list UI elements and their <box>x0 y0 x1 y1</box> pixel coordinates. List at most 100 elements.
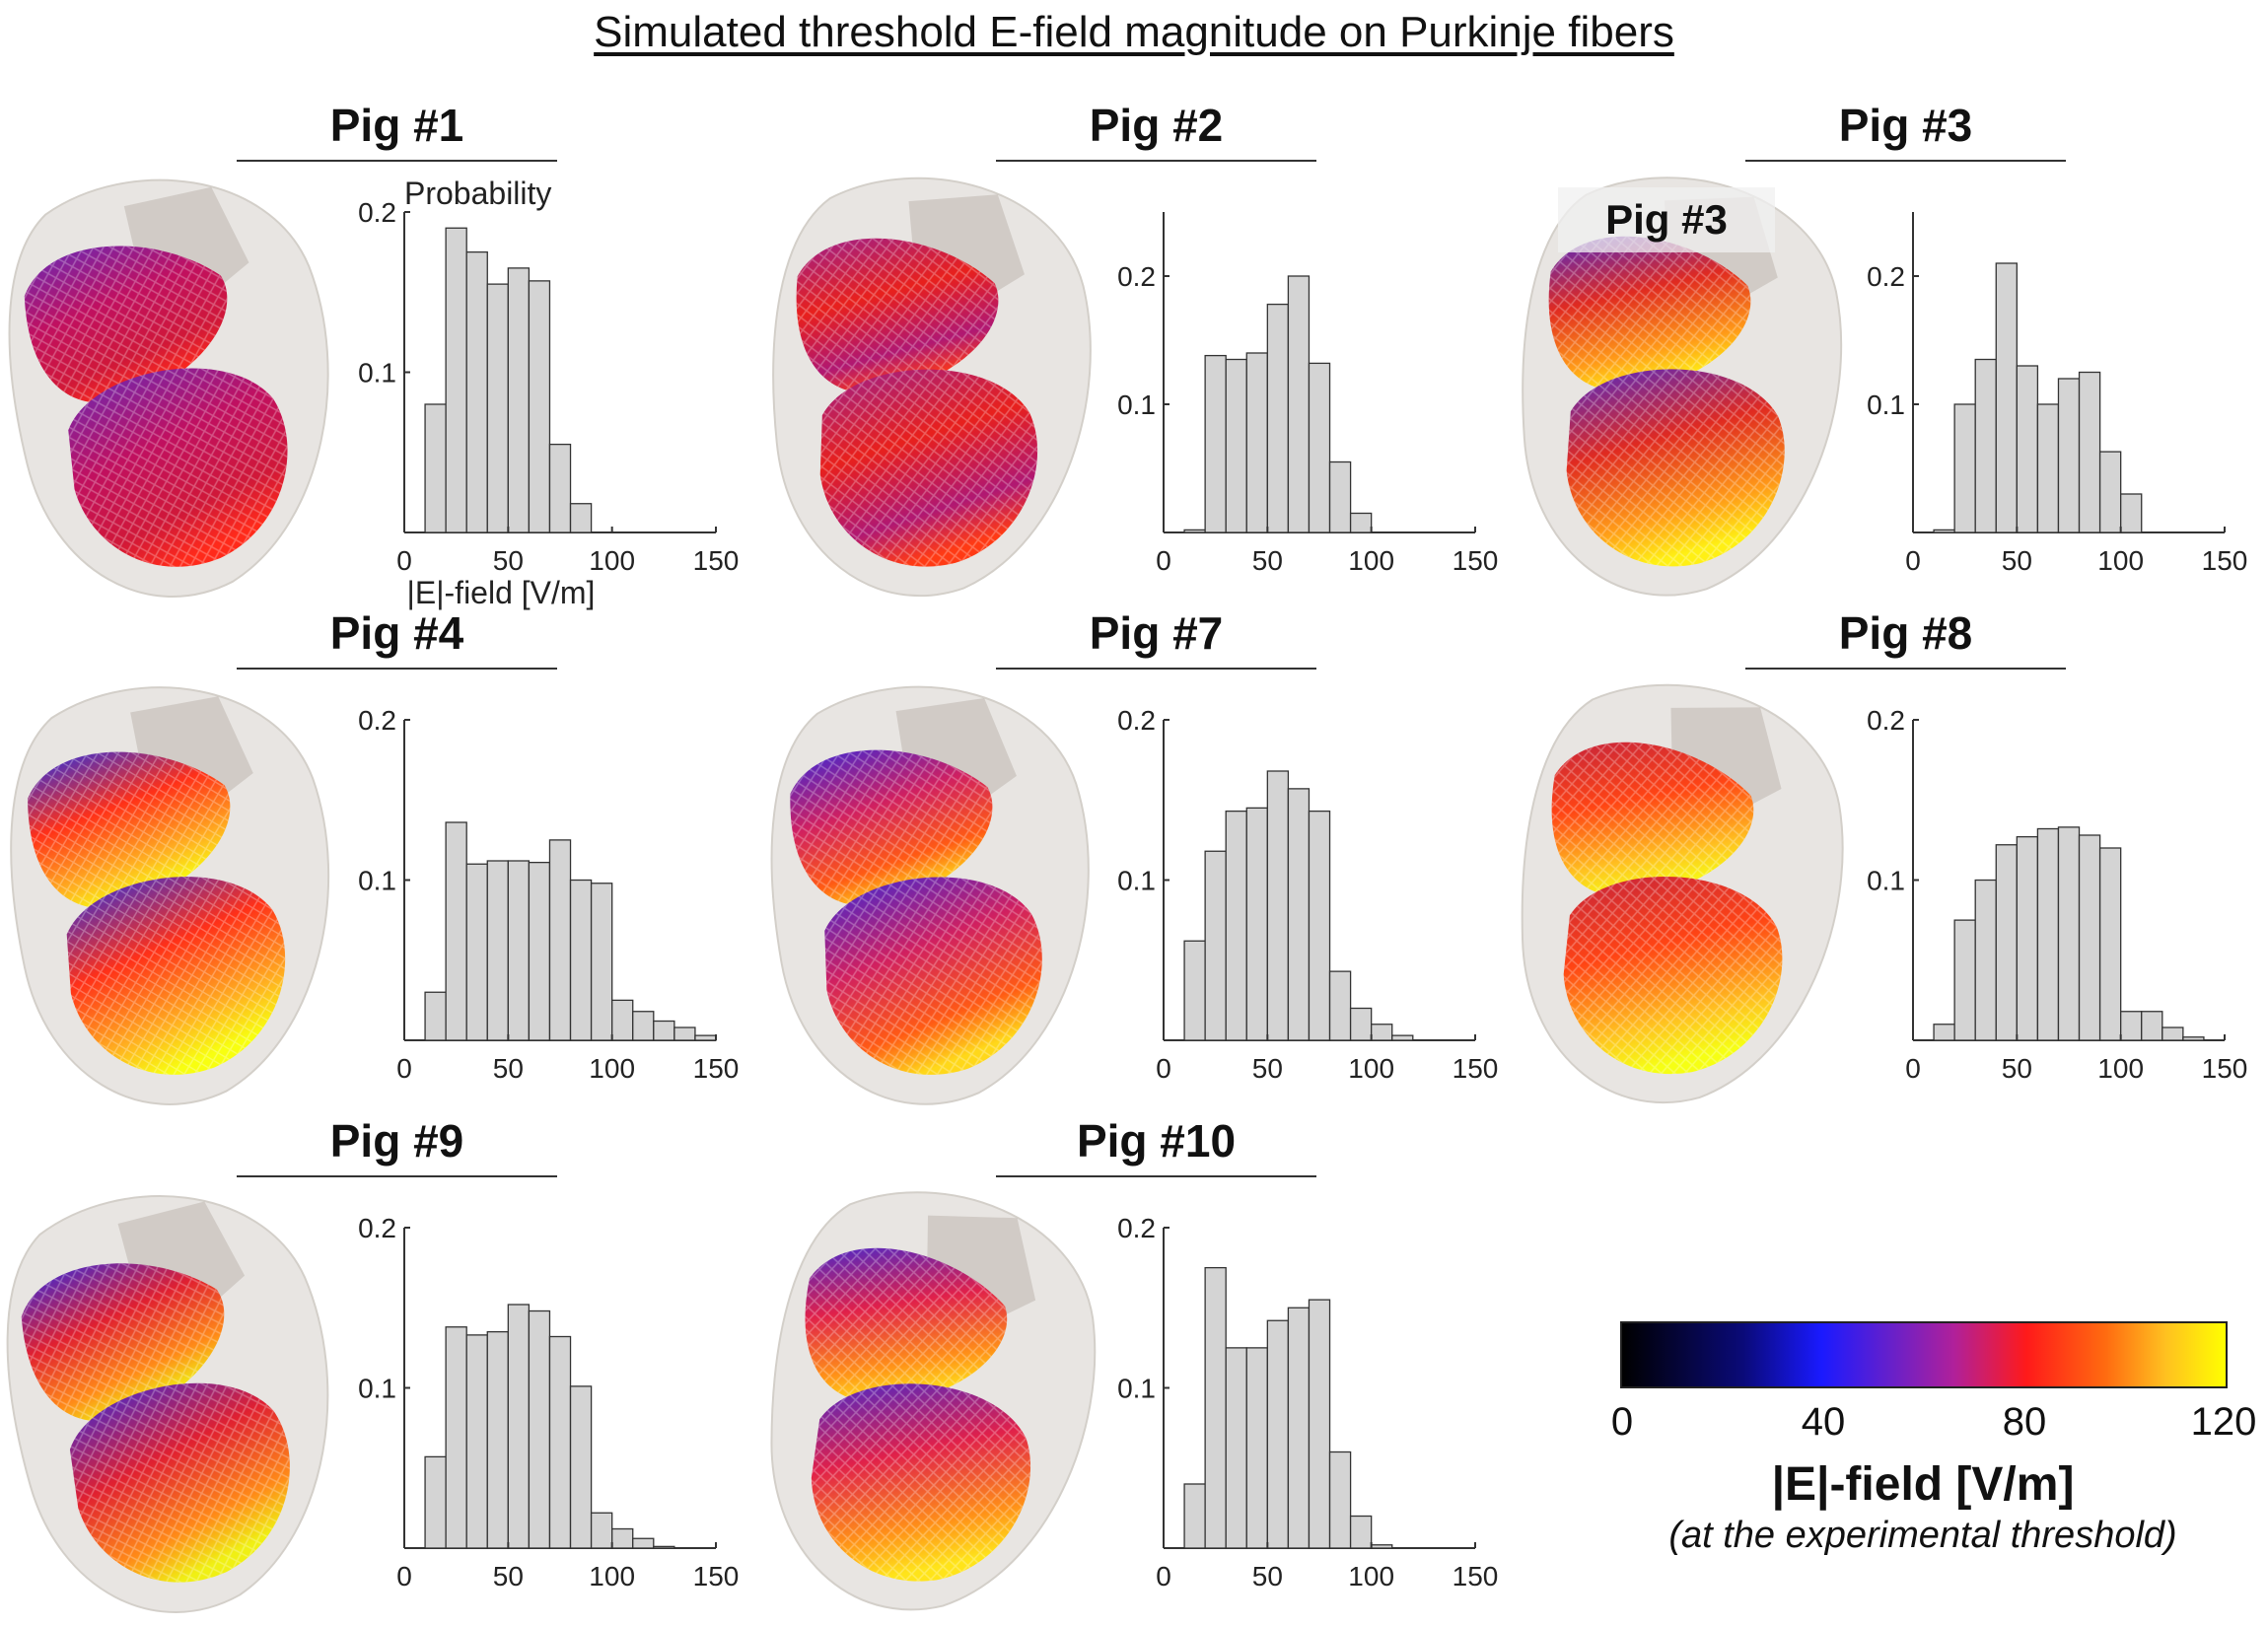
histogram-bar <box>424 1455 447 1549</box>
y-tick-label: 0.1 <box>1117 1374 1156 1404</box>
histogram-bar <box>1391 1034 1414 1041</box>
colorbar-gradient <box>1620 1321 2228 1388</box>
heart-rendering-icon <box>8 178 329 598</box>
histogram-bar <box>445 1326 467 1549</box>
heart-rendering-icon <box>10 686 330 1105</box>
histogram-bar <box>1245 352 1268 533</box>
histogram: 0 50 100 150 0.1 0.2 <box>358 705 740 1084</box>
histogram: 0 50 100 150 0.1 0.2 <box>1117 212 1499 576</box>
histogram-bar <box>548 443 572 533</box>
histogram-bar <box>2057 826 2081 1041</box>
x-tick-label: 0 <box>396 1053 412 1084</box>
histogram: 0 50 100 150 0.1 0.2 <box>1117 1213 1498 1592</box>
histogram-bar <box>2036 827 2060 1041</box>
fiber-mesh <box>805 1247 1030 1582</box>
y-tick-label: 0.2 <box>1117 1213 1156 1243</box>
x-tick-label: 100 <box>589 1053 635 1084</box>
histogram-bar <box>1245 1347 1268 1549</box>
panel-pig-3: Pig #3 Pig #3 0 50 100 150 0.1 0.2 <box>1514 99 2263 611</box>
histogram: 0 50 100 150 0.1 0.2 <box>1867 212 2248 576</box>
x-tick-label: 100 <box>1348 1561 1394 1592</box>
x-tick-label: 150 <box>1453 545 1499 576</box>
panel-pig-4: Pig #4 0 50 100 150 0.1 0.2 <box>5 606 754 1119</box>
histogram-bar <box>486 860 509 1041</box>
heart-rendering-icon <box>770 1191 1097 1611</box>
histogram-bar <box>632 1011 655 1041</box>
panel-pig-1: Pig #1 0 50 100 150 0.1 0.2 Probability |E|-fie… <box>5 99 754 611</box>
histogram-bar <box>1953 919 1976 1041</box>
histogram-bar <box>1995 844 2018 1041</box>
histogram-bar <box>1183 1483 1206 1549</box>
histogram-bar <box>569 503 593 533</box>
histogram-bar <box>590 883 613 1041</box>
panel-title: Pig #1 <box>329 100 464 151</box>
histogram-bar <box>2016 835 2039 1041</box>
title-rule <box>237 160 557 162</box>
y-tick-label: 0.2 <box>1867 705 1905 736</box>
panel-title: Pig #7 <box>1089 607 1224 659</box>
histogram-bar <box>548 839 572 1041</box>
histogram-bar <box>2182 1036 2205 1041</box>
panel-title: Pig #3 <box>1838 100 1973 151</box>
y-tick-label: 0.1 <box>1867 389 1905 420</box>
histogram-bar <box>507 860 531 1041</box>
panel-title: Pig #9 <box>329 1115 464 1167</box>
x-tick-label: 150 <box>693 1053 740 1084</box>
title-rule <box>996 668 1316 670</box>
colorbar-tick: 120 <box>2190 1400 2257 1444</box>
colorbar-legend: 0 40 80 120 |E|-field [V/m] (at the expe… <box>1607 1321 2256 1558</box>
histogram-bar <box>465 863 488 1041</box>
histogram-bar <box>1308 810 1331 1041</box>
histogram-bar <box>1204 354 1227 533</box>
histogram-bar <box>465 250 488 533</box>
histogram-bar <box>486 1330 509 1549</box>
fiber-mesh <box>24 246 288 567</box>
histogram: 0 50 100 150 0.1 0.2 <box>1117 705 1499 1084</box>
histogram-bar <box>2120 493 2143 533</box>
title-rule <box>237 1175 557 1177</box>
panel-pig-10: Pig #10 0 50 100 150 0.1 0.2 <box>764 1114 1514 1627</box>
histogram-bar <box>548 1335 572 1549</box>
y-tick-label: 0.2 <box>1117 705 1156 736</box>
panel-title: Pig #10 <box>1076 1115 1237 1167</box>
x-tick-label: 150 <box>693 545 740 576</box>
histogram-bar <box>1266 303 1290 533</box>
colorbar-tick: 80 <box>2002 1400 2047 1444</box>
x-tick-label: 0 <box>1156 545 1171 576</box>
histogram-bar <box>590 1512 613 1549</box>
title-rule <box>237 668 557 670</box>
histogram-bar <box>611 1527 634 1549</box>
x-tick-label: 50 <box>2002 545 2032 576</box>
panel-title: Pig #4 <box>329 607 464 659</box>
histogram-bar <box>1995 262 2018 533</box>
panel-pig-8: Pig #8 0 50 100 150 0.1 0.2 <box>1514 606 2263 1119</box>
x-tick-label: 50 <box>493 1053 524 1084</box>
panel-pig-9: Pig #9 0 50 100 150 0.1 0.2 <box>5 1114 754 1627</box>
x-tick-label: 50 <box>1252 545 1283 576</box>
histogram-bar <box>2057 378 2081 533</box>
x-tick-label: 150 <box>2202 545 2248 576</box>
histogram-bar <box>1328 970 1352 1041</box>
heart-rendering-icon <box>6 1195 329 1613</box>
histogram-bar <box>1974 879 1997 1041</box>
fiber-mesh <box>28 751 286 1075</box>
x-tick-label: 50 <box>493 1561 524 1592</box>
histogram-bar <box>1308 1299 1331 1549</box>
x-tick-label: 150 <box>1453 1053 1499 1084</box>
x-tick-label: 0 <box>1156 1561 1171 1592</box>
fiber-mesh <box>790 749 1042 1075</box>
x-tick-label: 50 <box>493 545 524 576</box>
histogram-bar <box>2016 365 2039 533</box>
histogram-bar <box>694 1034 717 1041</box>
histogram-bar <box>1308 362 1331 533</box>
y-tick-label: 0.2 <box>358 1213 396 1243</box>
histogram-bar <box>424 403 447 533</box>
x-tick-label: 100 <box>2097 545 2144 576</box>
histogram-bar <box>632 1537 655 1549</box>
x-tick-label: 0 <box>396 545 412 576</box>
histogram-bar <box>528 861 551 1041</box>
histogram-bar <box>1349 1007 1373 1041</box>
histogram-bar <box>1328 460 1352 533</box>
histogram-bar <box>653 1020 675 1041</box>
y-tick-label: 0.1 <box>1117 389 1156 420</box>
